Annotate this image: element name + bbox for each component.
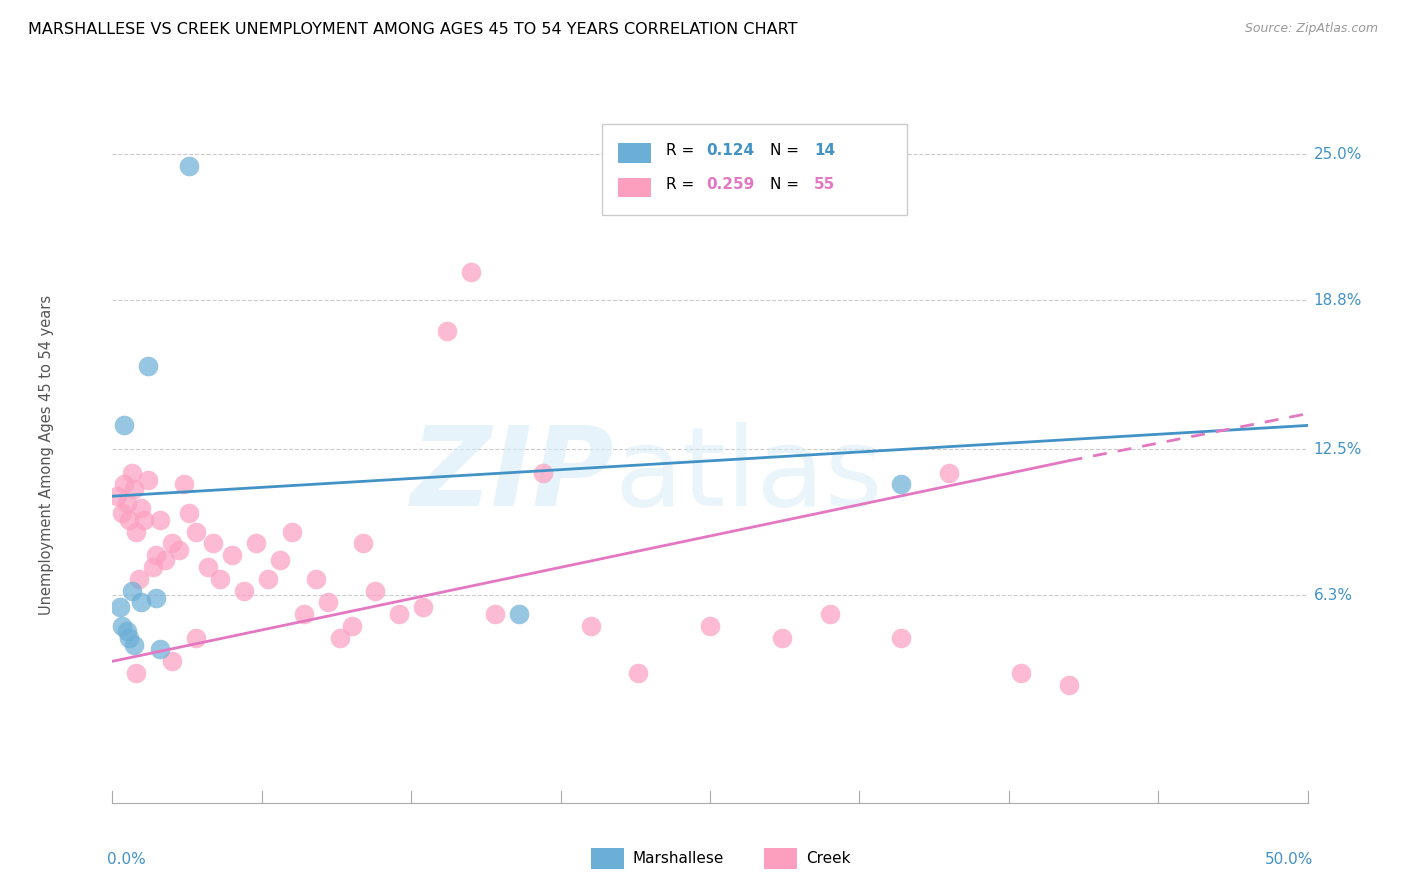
- Text: Source: ZipAtlas.com: Source: ZipAtlas.com: [1244, 22, 1378, 36]
- Point: [269, 553, 291, 567]
- Point: [108, 600, 131, 615]
- Point: [1057, 678, 1080, 692]
- Text: 50.0%: 50.0%: [1265, 852, 1313, 866]
- Point: [186, 524, 208, 539]
- Text: N =: N =: [770, 178, 804, 193]
- Text: ZIP: ZIP: [411, 422, 614, 529]
- Point: [316, 595, 339, 609]
- Point: [508, 607, 530, 621]
- Text: 18.8%: 18.8%: [1313, 293, 1362, 308]
- Text: MARSHALLESE VS CREEK UNEMPLOYMENT AMONG AGES 45 TO 54 YEARS CORRELATION CHART: MARSHALLESE VS CREEK UNEMPLOYMENT AMONG …: [28, 22, 797, 37]
- Point: [121, 466, 143, 480]
- Point: [121, 583, 143, 598]
- Text: 0.259: 0.259: [706, 178, 755, 193]
- Point: [232, 583, 256, 598]
- Text: 14: 14: [814, 143, 835, 158]
- Point: [114, 477, 135, 491]
- Text: N =: N =: [770, 143, 804, 158]
- Point: [699, 619, 721, 633]
- Point: [186, 631, 208, 645]
- Text: Creek: Creek: [806, 851, 851, 866]
- Point: [111, 619, 134, 633]
- Point: [531, 466, 554, 480]
- Point: [256, 572, 278, 586]
- Point: [197, 560, 219, 574]
- Text: 6.3%: 6.3%: [1313, 588, 1353, 603]
- Point: [388, 607, 411, 621]
- Point: [173, 477, 195, 491]
- Point: [125, 524, 148, 539]
- Point: [1010, 666, 1032, 681]
- Point: [208, 572, 231, 586]
- Text: R =: R =: [666, 143, 699, 158]
- Bar: [619, 178, 651, 197]
- Text: atlas: atlas: [614, 422, 883, 529]
- Point: [201, 536, 224, 550]
- Point: [132, 513, 155, 527]
- Point: [125, 666, 148, 681]
- Point: [145, 591, 167, 605]
- Point: [352, 536, 374, 550]
- Point: [105, 489, 128, 503]
- Point: [149, 642, 172, 657]
- Point: [245, 536, 267, 550]
- Bar: [619, 144, 651, 162]
- Point: [142, 560, 165, 574]
- Point: [281, 524, 304, 539]
- Point: [115, 624, 138, 638]
- Text: Marshallese: Marshallese: [633, 851, 724, 866]
- Point: [890, 477, 912, 491]
- Point: [162, 654, 183, 668]
- Text: 25.0%: 25.0%: [1313, 146, 1362, 161]
- Point: [138, 359, 160, 374]
- Text: 0.0%: 0.0%: [107, 852, 145, 866]
- Point: [162, 536, 183, 550]
- Point: [484, 607, 506, 621]
- Text: 12.5%: 12.5%: [1313, 442, 1362, 457]
- Point: [145, 548, 167, 562]
- Point: [118, 631, 141, 645]
- Point: [149, 513, 172, 527]
- Point: [890, 631, 912, 645]
- Bar: [763, 848, 797, 869]
- Text: R =: R =: [666, 178, 699, 193]
- Point: [122, 482, 145, 496]
- Point: [153, 553, 176, 567]
- Point: [292, 607, 315, 621]
- Point: [118, 513, 141, 527]
- Point: [460, 265, 482, 279]
- Point: [129, 500, 152, 515]
- FancyBboxPatch shape: [602, 124, 907, 215]
- Point: [340, 619, 363, 633]
- Point: [364, 583, 387, 598]
- Point: [138, 473, 160, 487]
- Text: 55: 55: [814, 178, 835, 193]
- Point: [221, 548, 243, 562]
- Point: [129, 595, 152, 609]
- Text: 0.124: 0.124: [706, 143, 755, 158]
- Text: Unemployment Among Ages 45 to 54 years: Unemployment Among Ages 45 to 54 years: [39, 295, 55, 615]
- Point: [436, 324, 458, 338]
- Bar: [591, 848, 624, 869]
- Point: [111, 506, 134, 520]
- Point: [770, 631, 793, 645]
- Point: [169, 543, 191, 558]
- Point: [128, 572, 150, 586]
- Point: [304, 572, 326, 586]
- Point: [579, 619, 602, 633]
- Point: [122, 638, 145, 652]
- Point: [328, 631, 352, 645]
- Point: [818, 607, 841, 621]
- Point: [938, 466, 960, 480]
- Point: [177, 159, 200, 173]
- Point: [114, 418, 135, 433]
- Point: [412, 600, 434, 615]
- Point: [115, 496, 138, 510]
- Point: [177, 506, 200, 520]
- Point: [627, 666, 650, 681]
